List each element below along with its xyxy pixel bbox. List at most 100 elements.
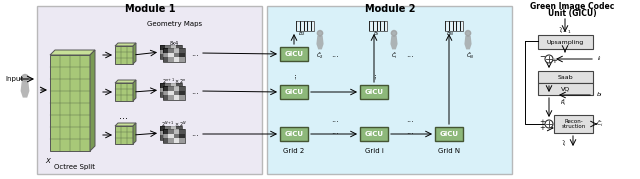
Polygon shape [133, 43, 136, 64]
FancyBboxPatch shape [300, 21, 301, 31]
FancyBboxPatch shape [280, 85, 308, 99]
FancyBboxPatch shape [280, 127, 308, 141]
Text: ...: ... [191, 49, 199, 57]
Text: $\hat{I}_i$: $\hat{I}_i$ [563, 139, 568, 149]
Text: GICU: GICU [440, 131, 458, 137]
Text: GICU: GICU [285, 51, 303, 57]
Text: GICU: GICU [285, 89, 303, 95]
FancyBboxPatch shape [307, 21, 308, 31]
FancyBboxPatch shape [447, 21, 448, 31]
Polygon shape [115, 126, 133, 144]
Circle shape [545, 120, 553, 128]
Polygon shape [465, 36, 472, 49]
FancyBboxPatch shape [384, 21, 385, 31]
FancyBboxPatch shape [374, 21, 376, 31]
Text: $\hat{C}_N$: $\hat{C}_N$ [466, 51, 474, 61]
Circle shape [317, 30, 323, 36]
Text: $+$: $+$ [540, 117, 547, 125]
FancyBboxPatch shape [160, 83, 182, 97]
FancyBboxPatch shape [451, 21, 452, 31]
Text: VQ: VQ [561, 86, 570, 91]
Text: ...: ... [331, 115, 339, 124]
Text: $\hat{C}_i$: $\hat{C}_i$ [596, 119, 604, 129]
Text: ...: ... [371, 73, 377, 79]
Text: $I_i$: $I_i$ [598, 55, 602, 63]
Polygon shape [20, 81, 29, 98]
FancyBboxPatch shape [163, 48, 185, 62]
FancyBboxPatch shape [538, 35, 593, 49]
FancyBboxPatch shape [160, 45, 182, 59]
Text: Geometry Maps: Geometry Maps [147, 21, 203, 27]
Circle shape [465, 30, 470, 36]
Polygon shape [115, 83, 133, 101]
Text: $\hat{C}_i$: $\hat{C}_i$ [390, 51, 397, 61]
Text: Green Image Codec: Green Image Codec [530, 1, 614, 11]
Text: $b_N$: $b_N$ [446, 30, 454, 38]
Text: Grid N: Grid N [438, 148, 460, 154]
Text: ...: ... [291, 73, 297, 79]
Text: Unit (GICU): Unit (GICU) [548, 8, 596, 18]
FancyBboxPatch shape [538, 83, 593, 95]
Text: $+$: $+$ [552, 55, 559, 64]
Text: $b_i$: $b_i$ [372, 30, 380, 38]
Polygon shape [133, 80, 136, 101]
Text: GICU: GICU [285, 131, 303, 137]
FancyBboxPatch shape [313, 21, 314, 31]
FancyBboxPatch shape [301, 21, 303, 31]
FancyBboxPatch shape [360, 85, 388, 99]
Text: Grid i: Grid i [365, 148, 383, 154]
FancyBboxPatch shape [445, 21, 446, 31]
FancyBboxPatch shape [435, 127, 463, 141]
FancyBboxPatch shape [296, 21, 297, 31]
Text: $\hat{C}_2$: $\hat{C}_2$ [316, 51, 324, 61]
FancyBboxPatch shape [280, 47, 308, 61]
FancyBboxPatch shape [298, 21, 299, 31]
Text: X: X [45, 158, 51, 164]
Text: Recon-
struction: Recon- struction [561, 119, 586, 129]
Text: Octree Split: Octree Split [54, 164, 95, 170]
FancyBboxPatch shape [386, 21, 387, 31]
FancyBboxPatch shape [267, 6, 512, 174]
Text: Grid 2: Grid 2 [284, 148, 305, 154]
Text: ...: ... [191, 129, 199, 139]
Circle shape [22, 74, 28, 81]
Text: ...: ... [331, 50, 339, 59]
Text: 8x4: 8x4 [170, 40, 179, 45]
Circle shape [391, 30, 397, 36]
Polygon shape [133, 123, 136, 144]
Text: GICU: GICU [365, 131, 383, 137]
Text: ...: ... [406, 115, 414, 124]
Polygon shape [90, 50, 95, 151]
Text: ...: ... [191, 86, 199, 96]
Text: $-$: $-$ [540, 52, 547, 58]
Circle shape [545, 55, 553, 63]
Polygon shape [50, 55, 90, 151]
FancyBboxPatch shape [37, 6, 262, 174]
Text: $2^{n+1}\times 2^n$: $2^{n+1}\times 2^n$ [161, 76, 186, 86]
FancyBboxPatch shape [311, 21, 312, 31]
Text: $\hat{I}_{i-1}$: $\hat{I}_{i-1}$ [559, 26, 572, 36]
Polygon shape [390, 36, 397, 49]
FancyBboxPatch shape [309, 21, 310, 31]
Polygon shape [115, 80, 136, 83]
Text: ...: ... [331, 127, 339, 137]
FancyBboxPatch shape [462, 21, 463, 31]
FancyBboxPatch shape [458, 21, 460, 31]
FancyBboxPatch shape [372, 21, 374, 31]
FancyBboxPatch shape [449, 21, 450, 31]
Text: $b_i$: $b_i$ [596, 91, 604, 100]
Text: Upsampling: Upsampling [547, 40, 584, 45]
Text: ...: ... [406, 50, 414, 59]
Polygon shape [115, 46, 133, 64]
FancyBboxPatch shape [380, 21, 381, 31]
Text: ...: ... [406, 127, 414, 137]
FancyBboxPatch shape [452, 21, 454, 31]
Text: $\hat{R}_i$: $\hat{R}_i$ [559, 98, 566, 108]
Text: GICU: GICU [365, 89, 383, 95]
FancyBboxPatch shape [371, 21, 372, 31]
FancyBboxPatch shape [303, 21, 305, 31]
FancyBboxPatch shape [305, 21, 307, 31]
FancyBboxPatch shape [538, 71, 593, 83]
Text: Saab: Saab [557, 74, 573, 79]
Text: $b_2$: $b_2$ [298, 30, 306, 38]
